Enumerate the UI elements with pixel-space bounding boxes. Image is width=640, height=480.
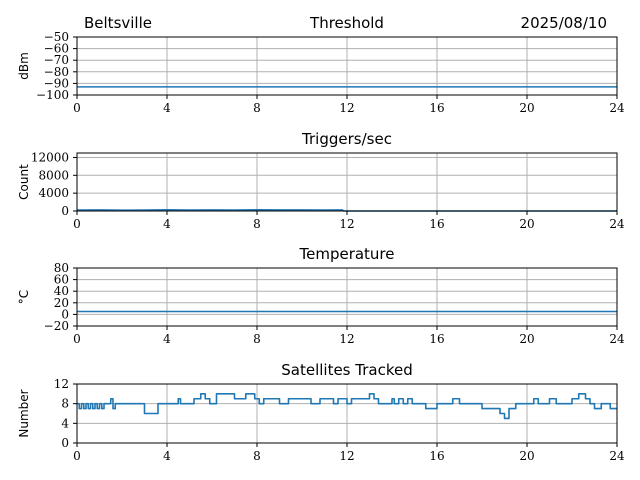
y-tick-label: 80 — [54, 261, 69, 275]
y-tick-label: 4000 — [38, 186, 69, 200]
y-tick-label: 8 — [61, 397, 69, 411]
y-tick-label: 40 — [54, 284, 69, 298]
y-tick-label: 0 — [61, 204, 69, 218]
x-tick-label: 20 — [519, 449, 534, 463]
x-tick-label: 4 — [163, 101, 171, 115]
x-tick-label: 24 — [609, 332, 625, 346]
y-tick-label: 8000 — [38, 168, 69, 182]
y-tick-label: 20 — [54, 296, 69, 310]
date-label: 2025/08/10 — [521, 14, 607, 32]
x-tick-label: 12 — [339, 101, 354, 115]
chart-title: Temperature — [298, 245, 394, 263]
y-tick-label: 60 — [54, 273, 69, 287]
x-tick-label: 24 — [609, 101, 625, 115]
x-tick-label: 0 — [73, 449, 81, 463]
y-tick-label: −70 — [44, 53, 69, 67]
y-axis-label: Number — [17, 389, 31, 437]
chart-title: Satellites Tracked — [281, 361, 412, 379]
x-tick-label: 0 — [73, 101, 81, 115]
chart-title: Triggers/sec — [301, 130, 392, 148]
x-tick-label: 12 — [339, 217, 354, 231]
y-tick-label: 0 — [61, 436, 69, 450]
y-tick-label: 12 — [54, 377, 69, 391]
x-tick-label: 4 — [163, 332, 171, 346]
panel-1: 0 4 8 12 16 20 24 −100−90−80−70−60−50 Threshold d… — [17, 14, 625, 115]
x-tick-label: 24 — [609, 217, 625, 231]
x-tick-label: 20 — [519, 217, 534, 231]
x-tick-label: 24 — [609, 449, 625, 463]
x-tick-label: 16 — [429, 217, 444, 231]
y-axis-label: Count — [17, 164, 31, 200]
x-tick-label: 20 — [519, 101, 534, 115]
y-axis-label: dBm — [17, 52, 31, 80]
series-line-2 — [76, 208, 617, 212]
station-name: Beltsville — [84, 14, 152, 32]
y-axis-label: °C — [17, 290, 31, 304]
x-tick-label: 8 — [253, 449, 261, 463]
x-tick-label: 12 — [339, 332, 354, 346]
chart-title: Threshold — [309, 14, 384, 32]
y-tick-label: 4 — [61, 416, 69, 430]
x-tick-label: 8 — [253, 332, 261, 346]
y-tick-label: −20 — [44, 319, 69, 333]
chart-panels: 0 4 8 12 16 20 24 −100−90−80−70−60−50 Threshold d… — [17, 14, 625, 463]
y-tick-label: −100 — [36, 88, 69, 102]
y-tick-label: −60 — [44, 42, 69, 56]
panel-2: 0 4 8 12 16 20 24 0 4000 8000 12000 Triggers/sec Cou… — [17, 130, 625, 231]
y-tick-label: −50 — [44, 30, 69, 44]
y-tick-label: 0 — [61, 307, 69, 321]
x-tick-label: 4 — [163, 449, 171, 463]
y-tick-label: −80 — [44, 65, 69, 79]
x-tick-label: 16 — [429, 101, 444, 115]
y-tick-label: 12000 — [31, 150, 69, 164]
y-tick-label: −90 — [44, 76, 69, 90]
x-tick-label: 0 — [73, 217, 81, 231]
x-tick-label: 16 — [429, 449, 444, 463]
x-tick-label: 0 — [73, 332, 81, 346]
x-tick-label: 8 — [253, 217, 261, 231]
series-line-4 — [77, 393, 617, 420]
x-tick-label: 16 — [429, 332, 444, 346]
x-tick-label: 8 — [253, 101, 261, 115]
x-tick-label: 20 — [519, 332, 534, 346]
panel-4: 0 4 8 12 16 20 24 0 4 8 12 Satellites Tracked Number — [17, 361, 625, 463]
x-tick-label: 12 — [339, 449, 354, 463]
x-tick-label: 4 — [163, 217, 171, 231]
